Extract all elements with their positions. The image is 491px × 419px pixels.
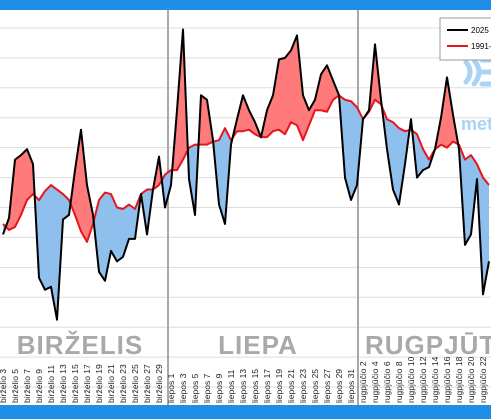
x-tick-label: birželio 11: [46, 365, 56, 403]
x-tick-label: liepos 25: [310, 369, 320, 403]
area-below-normal: [423, 149, 429, 171]
series-line: [2, 28, 490, 321]
plot-area: BIRŽELISLIEPARUGPJŪTmetebirželio 3biržel…: [0, 10, 491, 405]
x-tick-label: liepos 27: [322, 369, 332, 403]
area-above-normal: [447, 77, 453, 148]
x-tick-label: rugpjūčio 22: [478, 356, 488, 403]
area-below-normal: [387, 119, 393, 190]
x-tick-label: liepos 5: [190, 373, 200, 403]
x-tick-label: birželio 27: [142, 364, 152, 403]
area-below-normal: [351, 101, 357, 201]
area-above-normal: [243, 95, 249, 132]
x-tick-label: birželio 21: [106, 364, 116, 403]
x-tick-label: liepos 7: [202, 373, 212, 403]
x-tick-label: birželio 9: [34, 369, 44, 403]
x-tick-label: birželio 17: [82, 364, 92, 403]
x-tick-label: birželio 25: [130, 364, 140, 403]
month-label: RUGPJŪT: [365, 330, 491, 360]
x-tick-label: liepos 15: [250, 369, 260, 403]
area-below-normal: [45, 185, 51, 290]
x-tick-label: liepos 31: [346, 369, 356, 403]
area-above-normal: [201, 95, 207, 145]
area-above-normal: [297, 35, 303, 141]
month-label: BIRŽELIS: [17, 330, 143, 360]
area-below-normal: [399, 128, 405, 205]
series-line: [2, 94, 490, 243]
area-above-normal: [177, 29, 183, 171]
area-above-normal: [15, 155, 21, 227]
area-above-normal: [441, 77, 447, 148]
x-tick-label: liepos 19: [274, 369, 284, 403]
area-below-normal: [345, 99, 351, 201]
x-tick-label: birželio 5: [10, 369, 20, 403]
x-tick-label: liepos 11: [226, 369, 236, 403]
area-below-normal: [123, 204, 129, 257]
area-below-normal: [219, 128, 225, 224]
x-tick-label: birželio 3: [0, 369, 8, 403]
x-tick-label: birželio 13: [58, 364, 68, 403]
area-above-normal: [321, 65, 327, 112]
month-label: LIEPA: [218, 330, 298, 360]
area-above-normal: [249, 110, 255, 135]
area-above-normal: [279, 57, 285, 135]
area-above-normal: [291, 35, 297, 126]
area-above-normal: [303, 95, 309, 141]
x-tick-label: liepos 21: [286, 369, 296, 403]
area-below-normal: [51, 185, 57, 320]
bottom-bar: [0, 405, 491, 419]
x-tick-label: rugpjūčio 10: [406, 356, 416, 403]
area-below-normal: [99, 192, 105, 281]
area-below-normal: [393, 122, 399, 205]
x-tick-label: rugpjūčio 12: [418, 356, 428, 403]
area-below-normal: [105, 192, 111, 281]
area-above-normal: [21, 149, 27, 215]
x-tick-label: liepos 3: [178, 373, 188, 403]
area-below-normal: [111, 194, 117, 262]
area-below-normal: [417, 134, 423, 178]
area-above-normal: [285, 50, 291, 135]
x-tick-label: liepos 9: [214, 373, 224, 403]
x-tick-label: liepos 1: [166, 373, 176, 403]
area-above-normal: [273, 59, 279, 132]
area-above-normal: [81, 129, 87, 242]
legend-label: 2025 m: [471, 26, 491, 35]
x-tick-label: liepos 17: [262, 369, 272, 403]
area-below-normal: [129, 204, 135, 239]
area-below-normal: [189, 144, 195, 215]
x-tick-label: rugpjūčio 2: [358, 361, 368, 403]
x-tick-label: rugpjūčio 4: [370, 361, 380, 403]
watermark-text: mete: [461, 114, 491, 134]
area-below-normal: [39, 191, 45, 290]
x-tick-label: birželio 7: [22, 369, 32, 403]
area-below-normal: [465, 155, 471, 245]
x-tick-label: birželio 23: [118, 364, 128, 403]
x-tick-label: rugpjūčio 20: [466, 356, 476, 403]
legend-label: 1991–: [471, 42, 491, 51]
x-tick-label: birželio 29: [154, 364, 164, 403]
top-bar: [0, 0, 491, 10]
x-tick-label: liepos 29: [334, 369, 344, 403]
x-tick-label: rugpjūčio 6: [382, 361, 392, 403]
x-tick-label: rugpjūčio 8: [394, 361, 404, 403]
area-above-normal: [75, 129, 81, 232]
x-tick-label: liepos 13: [238, 369, 248, 403]
x-tick-label: liepos 23: [298, 369, 308, 403]
x-tick-label: rugpjūčio 18: [454, 356, 464, 403]
x-tick-label: birželio 15: [70, 364, 80, 403]
area-below-normal: [63, 194, 69, 220]
x-tick-label: rugpjūčio 16: [442, 356, 452, 403]
x-tick-label: rugpjūčio 14: [430, 356, 440, 403]
legend: 2025 m 1991–: [439, 17, 491, 61]
area-below-normal: [117, 207, 123, 262]
x-tick-label: birželio 19: [94, 364, 104, 403]
area-above-normal: [267, 95, 273, 138]
legend-box: [439, 17, 491, 61]
